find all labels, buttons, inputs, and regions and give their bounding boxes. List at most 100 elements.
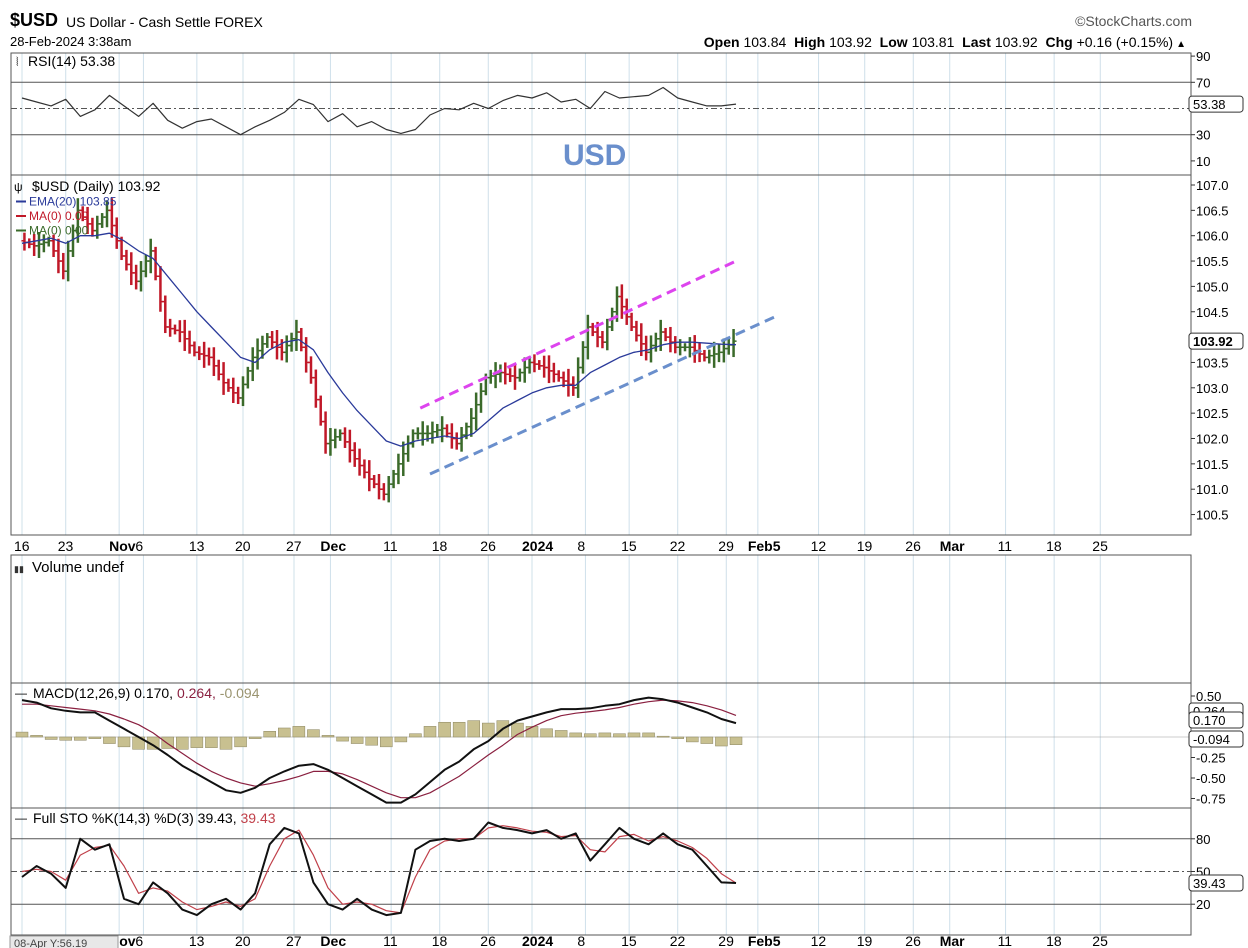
macd-axis-label: -0.25 [1196,751,1226,766]
macd-histogram-bar [394,736,408,743]
macd-histogram-bar [307,729,320,738]
brand-watermark[interactable]: ©StockCharts.com [1075,13,1192,29]
bottom-date-axis-label: 12 [811,933,827,948]
price-legend-entry: EMA(20) 103.85 [29,195,117,209]
macd-histogram-bar [161,736,174,749]
macd-hist-last: -0.094 [1193,732,1230,747]
date-axis-label: 26 [480,538,496,554]
crosshair-readout-box [9,935,119,948]
macd-panel-icon: — [15,686,27,700]
macd-histogram-bar [554,730,568,738]
macd-histogram-bar [584,733,597,738]
macd-histogram-bar [715,736,728,747]
rsi-axis-label: 10 [1196,154,1210,169]
date-axis-label: 8 [577,538,585,554]
macd-panel: 0.50-0.25-0.50-0.750.2640.170-0.094—MACD… [11,685,1244,807]
rsi-axis-label: 90 [1196,49,1210,64]
macd-histogram-bar [700,736,714,744]
price-legend-entry: $USD (Daily) 103.92 [32,178,161,194]
macd-histogram-bar [467,720,480,738]
ema20-line [21,232,737,447]
rsi-line [21,86,737,136]
price-axis-label: 102.5 [1196,406,1229,421]
macd-histogram-bar [598,732,612,738]
macd-axis-label: -0.50 [1196,771,1226,786]
sto-last-value-box [1188,874,1244,892]
macd-histogram-bar [219,736,233,750]
macd-histogram-bar [190,736,204,748]
price-axis-label: 106.0 [1196,229,1229,244]
macd-histogram-bar [117,736,131,748]
macd-histogram-bar [321,735,335,738]
bottom-date-axis-label: Feb5 [748,933,781,948]
date-axis-label: 16 [14,538,30,554]
date-axis-label: 12 [811,538,827,554]
macd-histogram-bar [613,733,626,738]
macd-histogram-bar [671,736,684,739]
date-axis-label: 25 [1092,538,1108,554]
macd-histogram-bar [292,726,306,738]
rsi-title: RSI(14) 53.38 [28,53,115,69]
macd-histogram-bar [438,721,451,738]
high-label: High [794,34,826,50]
macd-histogram-bar [234,736,247,748]
macd-histogram-bar [15,731,29,738]
macd-histogram-bar [74,736,87,741]
last-value: 103.92 [994,34,1038,50]
date-axis-label: 18 [432,538,448,554]
date-axis-label: 11 [383,538,398,554]
macd-histogram-bar [176,736,189,750]
macd-histogram-bar [88,736,102,739]
macd-histogram-bar [452,721,466,738]
macd-histogram-bar [205,736,218,748]
bottom-date-axis-label: 13 [189,933,205,948]
price-panel: USD107.0106.5106.0105.5105.0104.5104.010… [14,139,1244,523]
price-axis-label: 102.0 [1196,432,1229,447]
price-axis-label: 103.5 [1196,355,1229,370]
macd-histogram [15,720,743,750]
macd-histogram-bar [380,736,393,748]
bottom-date-axis-label: 26 [905,933,921,948]
sto-title-main: Full STO %K(14,3) %D(3) 39.43, [33,810,240,826]
sto-axis-label: 80 [1196,832,1210,847]
date-axis-label: 22 [670,538,686,554]
macd-histogram-bar [525,726,539,738]
bottom-date-axis-label: 25 [1092,933,1108,948]
macd-histogram-bar [627,732,641,738]
grid-lines [21,53,1101,935]
macd-histogram-bar [482,722,495,738]
date-axis-label: 11 [998,538,1013,554]
symbol-description: US Dollar - Cash Settle FOREX [66,14,263,30]
sto-panel-icon: — [15,811,27,825]
date-axis-label: Mar [940,538,965,554]
macd-histogram-bar [59,736,72,741]
macd-histogram-bar [44,736,58,740]
date-axis-label: Nov [109,538,136,554]
macd-histogram-bar [350,736,364,744]
sto-title-d: 39.43 [240,810,275,826]
macd-axis-label: -0.75 [1196,792,1226,807]
macd-title: MACD(12,26,9) 0.170, 0.264, -0.094 [33,685,260,701]
ohlc-bars [21,198,737,503]
price-axis-label: 105.5 [1196,254,1229,269]
low-value: 103.81 [911,34,955,50]
macd-histogram-bar [540,728,553,738]
sto-last-value: 39.43 [1193,876,1226,891]
macd-histogram-bar [423,726,437,738]
macd-signal-line [22,699,737,799]
bottom-date-axis-label: 27 [286,933,302,948]
macd-title-signal: 0.264, [177,685,220,701]
macd-histogram-bar [365,736,378,746]
bottom-date-axis-label: 8 [577,933,585,948]
bottom-date-axis-label: 18 [1046,933,1062,948]
macd-histogram-bar [642,732,655,738]
price-axis-label: 106.5 [1196,203,1229,218]
macd-histogram-bar [263,731,276,738]
bottom-date-axis-label: 20 [235,933,251,948]
panel-frames [10,52,1192,936]
price-axis-label: 101.0 [1196,482,1229,497]
usd-annotation: USD [563,139,626,172]
open-label: Open [703,34,740,50]
date-axis-label: 29 [718,538,734,554]
